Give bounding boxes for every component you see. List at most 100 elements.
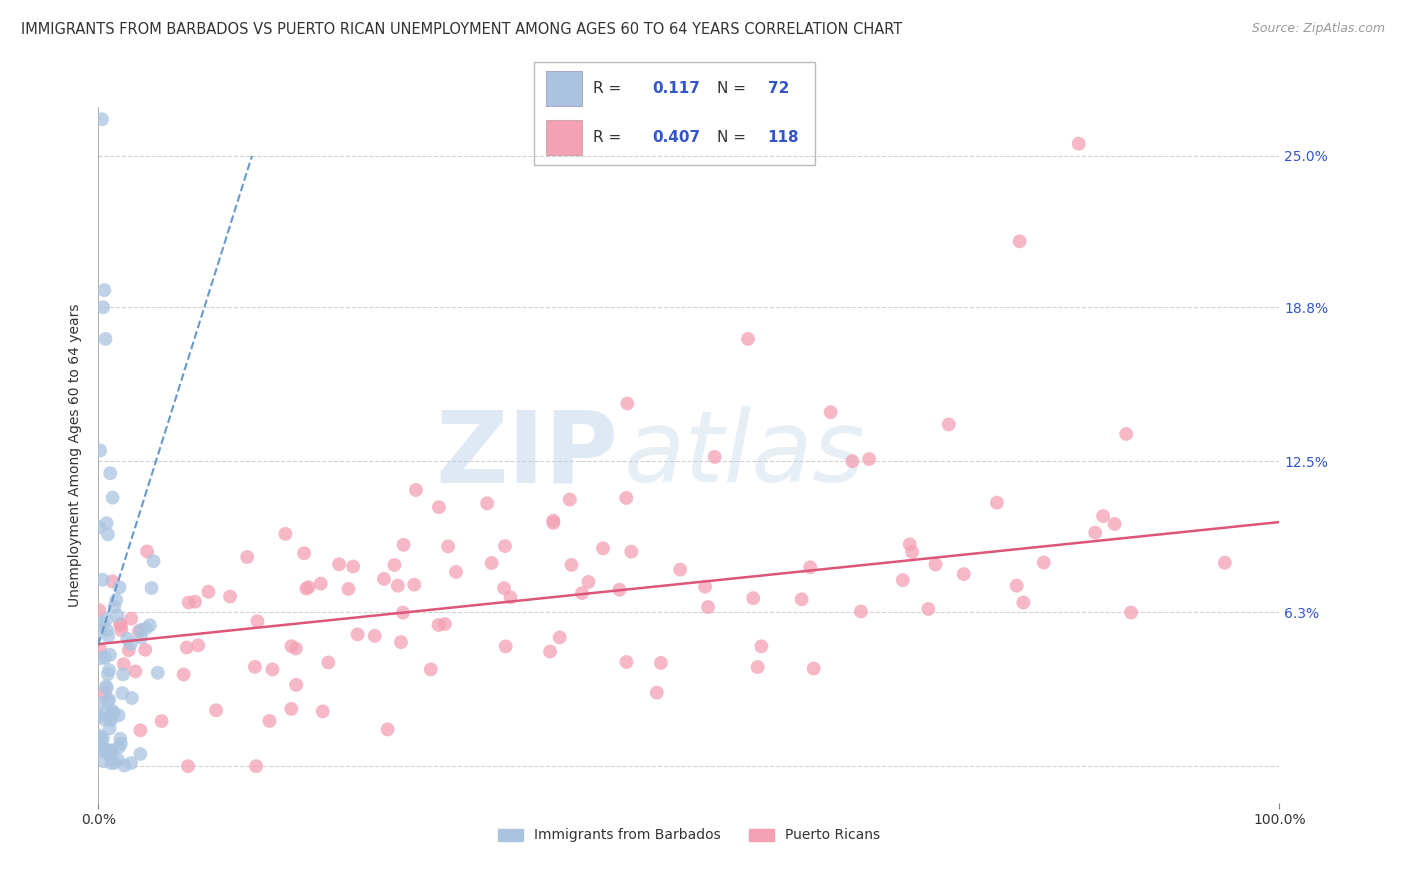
Point: [312, 705, 335, 719]
Point: [91, 738, 114, 752]
Point: [101, 704, 124, 718]
Point: [389, 635, 412, 649]
Point: [891, 573, 914, 587]
Legend: Immigrants from Barbados, Puerto Ricans: Immigrants from Barbados, Puerto Ricans: [492, 823, 886, 848]
Point: [1012, 595, 1035, 609]
Point: [419, 662, 441, 676]
Point: [176, 640, 198, 655]
Point: [219, 590, 242, 604]
Point: [177, 759, 200, 773]
Point: [94, 679, 117, 693]
Y-axis label: Unemployment Among Ages 60 to 64 years: Unemployment Among Ages 60 to 64 years: [67, 303, 82, 607]
Point: [107, 708, 129, 723]
Point: [820, 405, 842, 419]
Point: [541, 516, 564, 530]
Point: [377, 723, 399, 737]
Point: [538, 644, 561, 658]
Point: [141, 581, 163, 595]
Point: [129, 631, 152, 645]
Point: [295, 582, 318, 596]
Point: [136, 544, 159, 558]
Point: [387, 579, 409, 593]
FancyBboxPatch shape: [546, 120, 582, 155]
Point: [90, 731, 112, 745]
Point: [986, 495, 1008, 509]
Point: [89, 696, 111, 710]
Point: [494, 581, 516, 595]
Point: [364, 629, 387, 643]
Point: [89, 643, 111, 657]
Point: [297, 580, 319, 594]
Point: [475, 496, 498, 510]
Point: [98, 722, 121, 736]
Point: [799, 560, 821, 574]
Point: [747, 660, 769, 674]
Point: [405, 483, 427, 497]
Point: [112, 758, 135, 772]
Point: [139, 618, 162, 632]
Point: [703, 450, 725, 464]
Point: [571, 586, 593, 600]
Point: [578, 574, 600, 589]
Point: [120, 756, 142, 770]
Point: [858, 452, 880, 467]
Point: [427, 500, 450, 515]
Point: [112, 657, 135, 672]
Point: [790, 592, 813, 607]
Text: R =: R =: [593, 130, 621, 145]
Point: [142, 554, 165, 568]
Point: [91, 615, 114, 630]
Point: [262, 663, 284, 677]
Point: [91, 743, 114, 757]
Point: [205, 703, 228, 717]
Point: [742, 591, 765, 606]
Point: [614, 491, 637, 505]
Point: [274, 527, 297, 541]
Point: [592, 541, 614, 556]
Point: [87, 623, 110, 637]
Point: [105, 593, 128, 607]
Text: 0.117: 0.117: [652, 80, 700, 95]
Point: [108, 580, 131, 594]
Point: [495, 640, 517, 654]
Point: [93, 744, 115, 758]
Point: [236, 549, 259, 564]
Point: [103, 599, 125, 614]
Point: [187, 638, 209, 652]
Point: [100, 714, 122, 728]
Point: [98, 663, 121, 677]
Point: [1213, 556, 1236, 570]
Point: [97, 527, 120, 541]
Point: [111, 667, 134, 681]
Point: [97, 694, 120, 708]
Point: [98, 648, 121, 662]
Point: [609, 582, 631, 597]
Point: [901, 545, 924, 559]
Point: [110, 737, 132, 751]
Text: Source: ZipAtlas.com: Source: ZipAtlas.com: [1251, 22, 1385, 36]
Point: [98, 747, 121, 762]
Point: [749, 640, 772, 654]
Point: [849, 604, 872, 618]
Point: [91, 300, 114, 314]
Point: [427, 618, 450, 632]
Point: [134, 642, 156, 657]
Point: [1104, 516, 1126, 531]
Point: [100, 743, 122, 757]
Point: [1084, 525, 1107, 540]
Point: [1119, 606, 1142, 620]
Point: [1008, 235, 1031, 249]
Point: [96, 516, 118, 531]
Point: [91, 112, 114, 127]
Point: [120, 612, 142, 626]
Point: [803, 662, 825, 676]
Point: [616, 396, 638, 410]
Point: [404, 577, 426, 591]
Point: [104, 756, 127, 770]
Point: [91, 573, 114, 587]
Point: [938, 417, 960, 432]
Point: [337, 582, 360, 596]
Point: [93, 754, 115, 768]
Point: [177, 595, 200, 609]
Point: [392, 538, 415, 552]
